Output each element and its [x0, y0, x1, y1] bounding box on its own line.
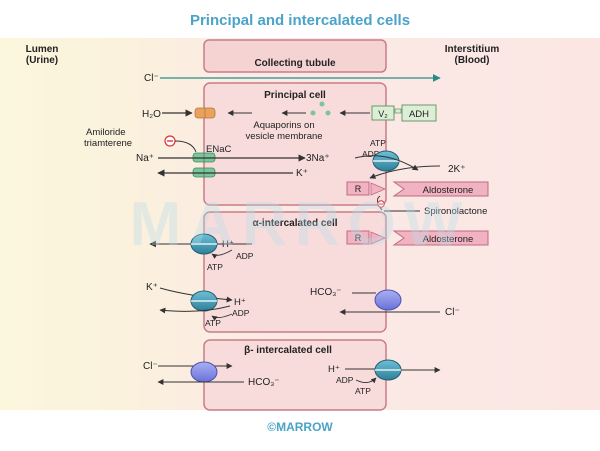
na-efflux-arrow — [354, 155, 419, 171]
v2-label: V₂ — [378, 109, 388, 119]
adh-box — [401, 104, 437, 122]
beta-atp-label: ATP — [355, 386, 371, 396]
vesicle-icon — [319, 101, 325, 107]
beta-h-label: H⁺ — [328, 364, 340, 375]
receptor-label: R — [355, 233, 362, 243]
vesicle-icon — [310, 110, 316, 116]
interstitium-sub-label: (Blood) — [455, 55, 490, 66]
k-label: K⁺ — [296, 168, 308, 179]
three-na-label: 3Na⁺ — [306, 153, 330, 164]
beta-hco3-label: HCO₃⁻ — [248, 377, 280, 388]
alpha-cell-label: α-intercalated cell — [252, 218, 337, 229]
mineralocorticoid-receptor — [346, 230, 370, 245]
beta-cell-label: β- intercalated cell — [244, 345, 332, 356]
triamterene-label: triamterene — [84, 138, 132, 149]
h-secretion-arrow-2 — [159, 305, 231, 314]
amiloride-label: Amiloride — [86, 127, 126, 138]
alpha-adp-top-label: ADP — [236, 251, 254, 261]
tubule-label: Collecting tubule — [254, 58, 336, 69]
v2-receptor — [371, 105, 395, 121]
adh-label: ADH — [409, 109, 429, 120]
interstitium-label: Interstitium — [445, 44, 500, 55]
cl-top-label: Cl⁻ — [144, 73, 159, 84]
footer-logo: ©MARROW — [267, 420, 333, 434]
beta-cl-label: Cl⁻ — [143, 361, 158, 372]
cl-hco3-exchanger — [374, 289, 402, 311]
alpha-h-top-label: H⁺ — [222, 239, 234, 250]
lumen-sub-label: (Urine) — [26, 55, 58, 66]
alpha-k-label: K⁺ — [146, 282, 158, 293]
beta-cl-hco3-exchanger — [190, 361, 218, 383]
pump-atp-label: ATP — [370, 138, 386, 148]
beta-adp-label: ADP — [336, 375, 354, 385]
alpha-hco3-label: HCO₃⁻ — [310, 287, 342, 298]
lumen-label: Lumen — [26, 44, 59, 55]
na-label: Na⁺ — [136, 153, 154, 164]
vesicle-icon — [325, 110, 331, 116]
amiloride-inhibition-line — [174, 140, 197, 153]
mineralocorticoid-receptor — [346, 181, 370, 196]
alpha-intercalated-cell — [203, 211, 387, 333]
watermark: MARROW — [130, 190, 471, 259]
alpha-h-bottom-label: H⁺ — [234, 297, 246, 308]
k-influx-arrow — [369, 165, 441, 179]
aquaporins-sub-label: vesicle membrane — [245, 131, 322, 142]
alpha-cl-label: Cl⁻ — [445, 307, 460, 318]
alpha-adp-bottom-label: ADP — [232, 308, 250, 318]
alpha-atp-top-label: ATP — [207, 262, 223, 272]
aldosterone-box — [392, 181, 489, 197]
two-k-label: 2K⁺ — [448, 164, 466, 175]
receptor-label: R — [355, 184, 362, 194]
aldosterone-box — [392, 230, 489, 246]
enac-label: ENaC — [206, 144, 231, 155]
alpha-atp-bottom-label: ATP — [205, 318, 221, 328]
aldosterone-label: Aldosterone — [423, 185, 474, 196]
spironolactone-label: Spironolactone — [424, 206, 487, 217]
spironolactone-line-up — [377, 195, 383, 211]
aquaporins-label: Aquaporins on — [253, 120, 314, 131]
pump-adp-label: ADP — [362, 149, 380, 159]
page-title: Principal and intercalated cells — [190, 12, 410, 29]
h2o-label: H₂O — [142, 109, 161, 120]
principal-cell-label: Principal cell — [264, 90, 326, 101]
k-reabsorption-arrow — [159, 287, 233, 303]
aldosterone-label: Aldosterone — [423, 234, 474, 245]
tubule-header-box — [203, 39, 387, 73]
